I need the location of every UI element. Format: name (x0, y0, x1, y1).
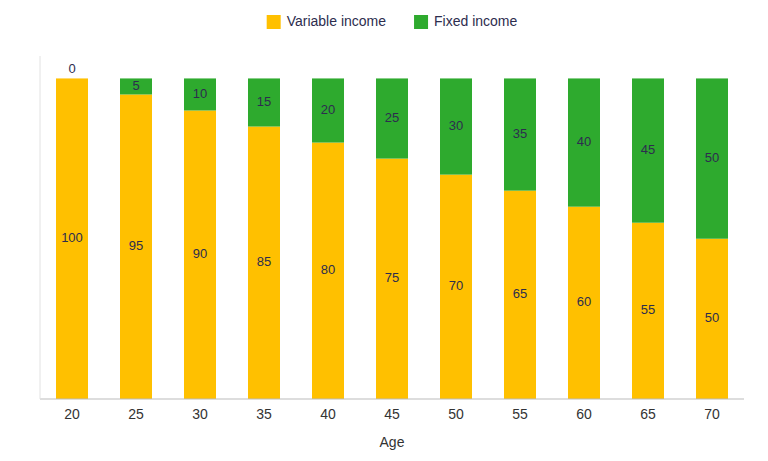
x-tick-label: 60 (576, 406, 592, 422)
x-axis-label: Age (380, 434, 405, 450)
x-tick-label: 65 (640, 406, 656, 422)
bar (120, 78, 152, 94)
data-label: 55 (641, 302, 655, 317)
data-label: 40 (577, 134, 591, 149)
bar (184, 110, 216, 399)
legend-label: Fixed income (434, 13, 517, 29)
legend-swatch (414, 15, 428, 29)
data-label: 75 (385, 270, 399, 285)
bar (632, 78, 664, 222)
data-label: 80 (321, 262, 335, 277)
bar (56, 78, 88, 399)
bar (632, 223, 664, 399)
data-label: 60 (577, 294, 591, 309)
bar (248, 78, 280, 126)
bar (56, 78, 88, 79)
bar (184, 78, 216, 110)
data-label: 10 (193, 86, 207, 101)
bar (440, 175, 472, 399)
x-tick-label: 35 (256, 406, 272, 422)
data-label: 50 (705, 150, 719, 165)
x-tick-label: 70 (704, 406, 720, 422)
y-axis-line (40, 56, 41, 399)
data-label: 0 (68, 61, 75, 76)
data-label: 100 (61, 230, 83, 245)
chart: 100 0 95 5 90 10 85 15 80 20 75 25 70 30 65 35 60 40 55 45 5… (0, 0, 768, 461)
x-tick-label: 55 (512, 406, 528, 422)
bar (120, 94, 152, 399)
x-tick-label: 20 (64, 406, 80, 422)
legend-swatch (267, 15, 281, 29)
bar (568, 78, 600, 206)
bar (312, 143, 344, 399)
data-label: 25 (385, 110, 399, 125)
bar (312, 78, 344, 142)
x-axis-line (40, 399, 744, 400)
data-label: 30 (449, 118, 463, 133)
data-label: 65 (513, 286, 527, 301)
data-label: 20 (321, 102, 335, 117)
data-label: 35 (513, 126, 527, 141)
data-label: 45 (641, 142, 655, 157)
data-label: 85 (257, 254, 271, 269)
data-label: 5 (132, 78, 139, 93)
bar (440, 78, 472, 174)
bar (504, 78, 536, 190)
page: {"chart_data": {"type": "bar", "stacked"… (0, 0, 768, 461)
legend-label: Variable income (287, 13, 387, 29)
data-label: 15 (257, 94, 271, 109)
bar (248, 127, 280, 399)
bar (504, 191, 536, 399)
legend: Variable income Fixed income (267, 13, 518, 29)
x-tick-label: 45 (384, 406, 400, 422)
bar (376, 78, 408, 158)
bar (376, 159, 408, 399)
data-label: 50 (705, 310, 719, 325)
bar (568, 207, 600, 399)
bars (56, 78, 728, 399)
data-label: 90 (193, 246, 207, 261)
x-tick-label: 25 (128, 406, 144, 422)
data-label: 95 (129, 238, 143, 253)
data-label: 70 (449, 278, 463, 293)
x-tick-label: 40 (320, 406, 336, 422)
bar (696, 239, 728, 399)
x-tick-label: 50 (448, 406, 464, 422)
x-tick-label: 30 (192, 406, 208, 422)
bar (696, 78, 728, 238)
